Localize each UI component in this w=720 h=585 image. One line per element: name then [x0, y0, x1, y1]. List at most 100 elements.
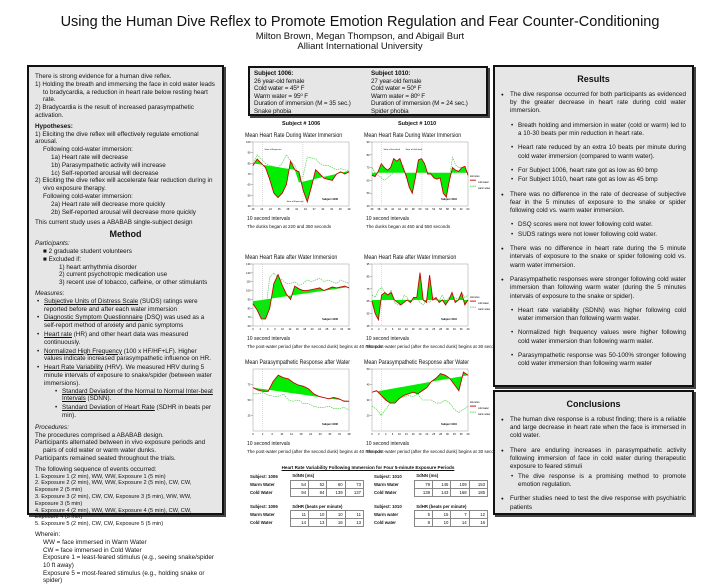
x-tick-label: 14 [290, 432, 293, 436]
x-tick-label: 44 [398, 207, 401, 211]
table-row: Warm water 5 15 7 12 [372, 510, 489, 519]
difference-fill [372, 158, 468, 198]
x-tick-label: 6 [274, 327, 276, 331]
conclusions-panel: Conclusions The human dive response is a… [493, 390, 694, 515]
cold-point [344, 173, 346, 175]
sub-bullet-point: For Subject 1006, heart rate got as low … [501, 167, 686, 176]
subject-line: Cold water = 45º F [254, 85, 305, 93]
x-tick-label: 6 [392, 432, 394, 436]
x-tick-label: 24 [318, 327, 321, 331]
table-measure: SdHR (beats per minute) [292, 503, 343, 509]
table-cell: 138 [413, 487, 434, 497]
chart-notes: 10 second intervals The dunks began at 46… [366, 216, 450, 230]
cold-point [332, 180, 333, 181]
table-cell: 5 [413, 510, 434, 519]
cold-point [307, 201, 308, 202]
cold-point [340, 171, 341, 173]
cold-point [454, 384, 455, 385]
x-tick-label: 28 [325, 327, 328, 331]
cold-point [433, 177, 435, 179]
table-header-row: Subject: 1006 SdHR (beats per minute) [248, 503, 364, 511]
cold-point [430, 173, 432, 175]
cold-point [374, 313, 376, 314]
sequence-item: 1. Exposure 1 (2 min), WW, WW, Exposure … [35, 473, 166, 480]
interval-note: 10 second intervals [366, 441, 410, 447]
difference-fill [253, 274, 349, 319]
subject-label: Subject 1010 [441, 422, 457, 426]
row-label: Warm Water [250, 512, 275, 517]
subject-label: Subject 1010 [441, 317, 457, 321]
legend-title: stimulus [470, 400, 480, 404]
x-tick-label: 10 [280, 432, 283, 436]
x-tick-label: 10 [398, 327, 401, 331]
cold-point [424, 163, 425, 165]
sub-bullet-point: DSQ scores were not lower following cold… [501, 221, 686, 230]
x-tick-label: 16 [412, 432, 415, 436]
cold-point [435, 297, 437, 298]
subject-line: Duration of immersion (M = 24 sec.) [371, 100, 468, 108]
interval-note: 10 second intervals [366, 216, 410, 222]
cold-point [422, 390, 423, 391]
x-tick-label: 33 [453, 432, 456, 436]
cold-point [273, 192, 275, 194]
hypothesis-sub: 1b) Parasympathetic activity will increa… [51, 161, 166, 169]
legend-title: stimulus [470, 174, 480, 178]
cold-point [281, 285, 283, 286]
x-tick-label: 2 [378, 432, 380, 436]
plot-area [252, 368, 350, 432]
cold-point [278, 374, 279, 376]
cold-point [455, 169, 456, 171]
x-tick-label: 25 [432, 432, 435, 436]
cold-point [390, 167, 391, 168]
x-tick-label: 30 [446, 432, 449, 436]
interval-note: 10 second intervals [366, 336, 410, 342]
cold-point [336, 287, 337, 289]
y-tick-label: 90 [248, 297, 251, 301]
cold-point [256, 309, 258, 311]
measure-name: Standard Deviation of the Normal to Norm… [62, 387, 213, 403]
procedures-label: Procedures: [35, 423, 69, 431]
x-tick-label: 36 [460, 432, 463, 436]
interval-note: 10 second intervals [247, 336, 291, 342]
subject-line: Warm water = 95º F [254, 92, 308, 100]
cold-point [262, 391, 264, 392]
x-tick-label: 48 [412, 207, 415, 211]
cold-point [464, 304, 466, 306]
cold-point [327, 288, 329, 290]
x-tick-label: 18 [300, 432, 303, 436]
sequence-item: 4. Exposure 4 (2 min), WW, WW, Exposure … [35, 507, 192, 521]
y-tick-label: 100 [246, 289, 251, 293]
warm-water-series [371, 393, 469, 417]
table-cell: 109 [450, 479, 470, 489]
sub-bullet-point: Breath holding and immersion in water (c… [501, 122, 686, 139]
y-tick-label: 75 [367, 287, 370, 291]
cold-point [298, 288, 300, 290]
table-subject: Subject: 1010 [374, 473, 402, 479]
authors: Milton Brown, Megan Thompson, and Abigai… [255, 31, 465, 42]
y-tick-label: 80 [248, 161, 251, 165]
cold-point [467, 299, 469, 301]
legend-warm-label: warm water [478, 308, 491, 311]
x-tick-label: 13 [405, 432, 408, 436]
cold-point [376, 390, 377, 391]
cold-point [340, 286, 341, 288]
hypothesis: 1) Eliciting the dive reflex will effect… [35, 130, 199, 146]
sequence-intro: The following sequence of events occurre… [35, 465, 157, 473]
x-tick-label: 62 [460, 207, 463, 211]
cold-point [338, 398, 340, 400]
hypothesis: 2) Eliciting the dive reflex will accele… [35, 177, 213, 193]
measure-desc: (DSQ) was used as a self-report method o… [44, 314, 205, 330]
row-label: Cold Water [250, 489, 273, 495]
cold-point [454, 302, 456, 303]
subject-label: Subject 1010 [441, 197, 457, 201]
table-subject: Subject: 1006 [250, 504, 278, 509]
hypothesis-sub: 1c) Self-reported arousal will decrease [51, 169, 159, 177]
exclusion: 1) heart arrhythmia disorder [59, 263, 137, 271]
poster-title: Using the Human Dive Reflex to Promote E… [60, 14, 660, 30]
column-heading-1006: Subject # 1006 [282, 121, 321, 127]
cold-point [323, 178, 325, 179]
cold-point [393, 158, 394, 159]
y-tick-label: 50 [367, 191, 370, 195]
sub-bullet-point: Normalized high frequency values were hi… [501, 329, 686, 346]
cold-point [261, 318, 262, 320]
